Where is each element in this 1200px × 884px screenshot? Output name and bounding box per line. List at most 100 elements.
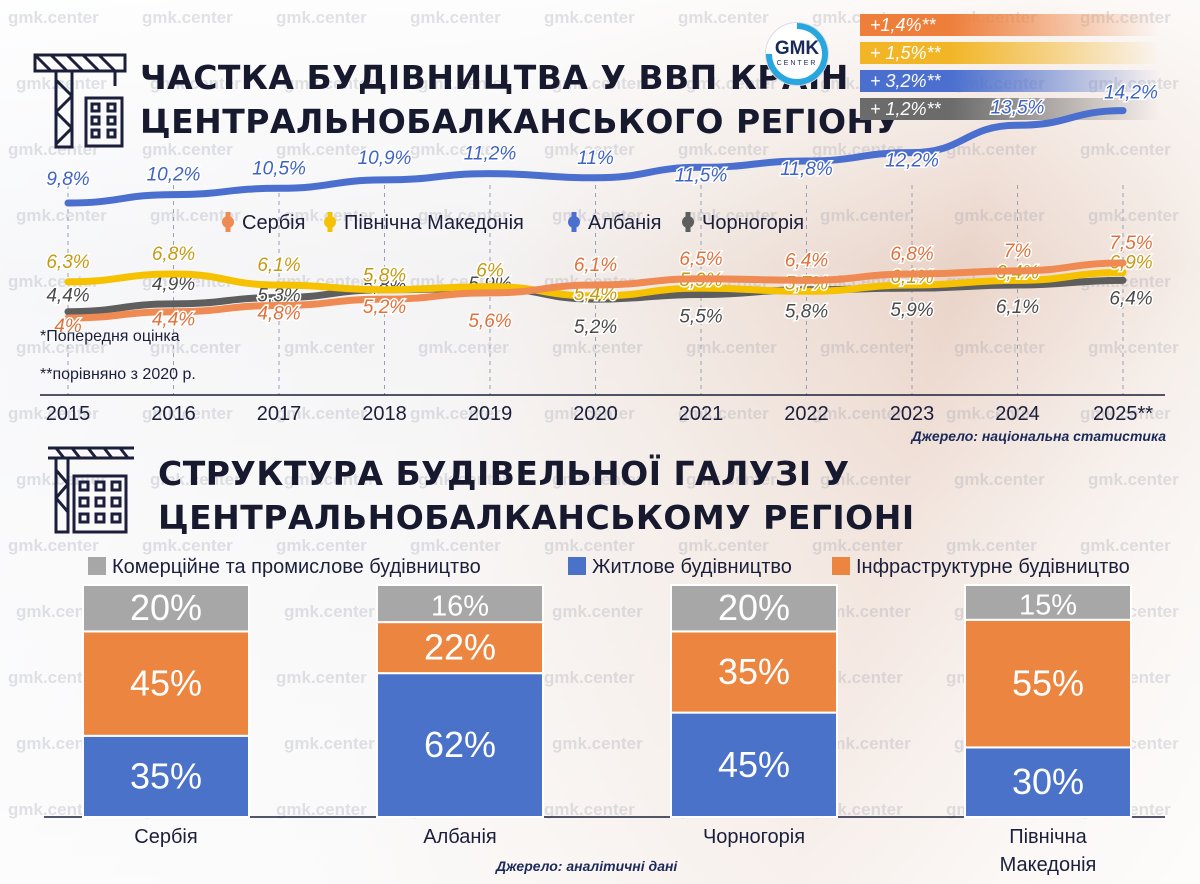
watermark-text: gmk.center	[1088, 338, 1179, 357]
bar-value-label: 55%	[1012, 663, 1084, 704]
bar-chart-source: Джерело: аналітичні дані	[496, 858, 678, 874]
bar-value-label: 30%	[1012, 761, 1084, 802]
watermark-text: gmk.center	[410, 536, 501, 555]
watermark-text: gmk.center	[678, 140, 769, 159]
watermark-text: gmk.center	[954, 338, 1045, 357]
bar-chart-title: СТРУКТУРА БУДІВЕЛЬНОЇ ГАЛУЗІ У ЦЕНТРАЛЬН…	[158, 452, 915, 540]
data-label: 6%	[476, 261, 504, 282]
data-label: 11,2%	[464, 144, 517, 165]
data-label: 5,2%	[574, 317, 617, 338]
watermark-text: gmk.center	[820, 338, 911, 357]
watermark-text: gmk.center	[552, 338, 643, 357]
series-line-Північна Македонія	[64, 268, 1127, 300]
watermark-text: gmk.center	[410, 404, 501, 423]
bar-segment	[82, 630, 250, 737]
line-chart-title: ЧАСТКА БУДІВНИЦТВА У ВВП КРАЇН ЦЕНТРАЛЬН…	[140, 56, 901, 144]
watermark-text: gmk.center	[8, 800, 99, 819]
line-chart-title-line1: ЧАСТКА БУДІВНИЦТВА У ВВП КРАЇН	[140, 58, 849, 97]
logo-subtext: CENTER	[776, 60, 818, 67]
data-label: 6,5%	[679, 249, 722, 270]
watermark-text: gmk.center	[544, 668, 635, 687]
x-tick-label: 2020	[573, 403, 618, 425]
watermark-text: gmk.center	[418, 338, 509, 357]
watermark-text: gmk.center	[544, 8, 635, 27]
bar-value-label: 22%	[424, 627, 496, 668]
watermark-text: gmk.center	[142, 140, 233, 159]
data-label: 6,8%	[890, 244, 933, 265]
watermark-text: gmk.center	[946, 536, 1037, 555]
watermark-text: gmk.center	[150, 470, 241, 489]
category-label: Сербія	[134, 826, 197, 848]
watermark-text: gmk.center	[410, 8, 501, 27]
watermark-text: gmk.center	[544, 140, 635, 159]
legend-label: Чорногорія	[702, 212, 804, 234]
bar-segment	[964, 618, 1132, 749]
watermark-text: gmk.center	[678, 404, 769, 423]
watermark-text: gmk.center	[552, 74, 643, 93]
watermark-text: gmk.center	[410, 140, 501, 159]
watermark-text: gmk.center	[544, 404, 635, 423]
legend-label: Житлове будівництво	[592, 556, 792, 578]
watermark-text: gmk.center	[276, 800, 367, 819]
watermark-text: gmk.center	[686, 470, 777, 489]
legend-label: Північна Македонія	[344, 212, 524, 234]
watermark-text: gmk.center	[820, 734, 911, 753]
legend-swatch	[832, 557, 850, 575]
data-label: 6,8%	[152, 244, 195, 265]
watermark-text: gmk.center	[284, 338, 375, 357]
logo-text: GMK	[774, 38, 820, 59]
data-label: 5,9%	[890, 300, 933, 321]
watermark-text: gmk.center	[678, 8, 769, 27]
data-label: 11,8%	[780, 159, 833, 180]
bar-value-label: 16%	[431, 591, 489, 623]
watermark-text: gmk.center	[678, 536, 769, 555]
legend-label: Комерційне та промислове будівництво	[112, 556, 481, 578]
bar-segment	[670, 630, 838, 714]
watermark-text: gmk.center	[1080, 536, 1171, 555]
data-label: 6,1%	[257, 255, 300, 276]
watermark-text: gmk.center	[8, 668, 99, 687]
bar-value-label: 62%	[424, 724, 496, 765]
x-tick-label: 2022	[784, 403, 829, 425]
note-compared: **порівняно з 2020 р.	[40, 366, 196, 383]
bar-segment	[670, 584, 838, 633]
category-label: Албанія	[423, 826, 496, 848]
bar-value-label: 20%	[718, 587, 790, 628]
watermark-text: gmk.center	[276, 8, 367, 27]
watermark-text: gmk.center	[8, 404, 99, 423]
bar-value-label: 45%	[718, 744, 790, 785]
data-label: 5,5%	[679, 306, 722, 327]
data-label: 5,6%	[468, 311, 511, 332]
x-tick-label: 2017	[257, 403, 302, 425]
watermark-text: gmk.center	[142, 536, 233, 555]
watermark-text: gmk.center	[544, 800, 635, 819]
data-label: 7%	[1004, 241, 1032, 262]
bar-segment	[964, 584, 1132, 621]
data-label: 4%	[54, 316, 82, 337]
bar-value-label: 15%	[1019, 589, 1077, 621]
watermark-text: gmk.center	[946, 404, 1037, 423]
growth-badge: + 1,5%**	[860, 42, 1160, 64]
watermark-text: gmk.center	[418, 74, 509, 93]
data-label: 10,5%	[252, 158, 306, 179]
watermark-text: gmk.center	[954, 470, 1045, 489]
watermark-text: gmk.center	[552, 734, 643, 753]
watermark-text: gmk.center	[820, 602, 911, 621]
data-label: 11%	[577, 148, 614, 169]
data-label: 6,4%	[1109, 288, 1152, 309]
bar-value-label: 20%	[130, 587, 202, 628]
data-label: 7,5%	[1109, 233, 1152, 254]
data-label: 6,1%	[996, 297, 1039, 318]
data-label: 10,2%	[147, 165, 201, 186]
watermark-text: gmk.center	[418, 470, 509, 489]
x-tick-label: 2015	[46, 403, 91, 425]
watermark-text: gmk.center	[820, 470, 911, 489]
line-chart: 2015 2016 2017 2018 2019 2020 2021 2022 2023 2024…	[40, 81, 1165, 425]
watermark-text: gmk.center	[946, 140, 1037, 159]
legend-label: Албанія	[588, 212, 661, 234]
x-tick-label: 2021	[679, 403, 724, 425]
legend-swatch	[88, 557, 106, 575]
x-tick-label: 2023	[890, 403, 935, 425]
construction-site-icon	[48, 446, 134, 534]
